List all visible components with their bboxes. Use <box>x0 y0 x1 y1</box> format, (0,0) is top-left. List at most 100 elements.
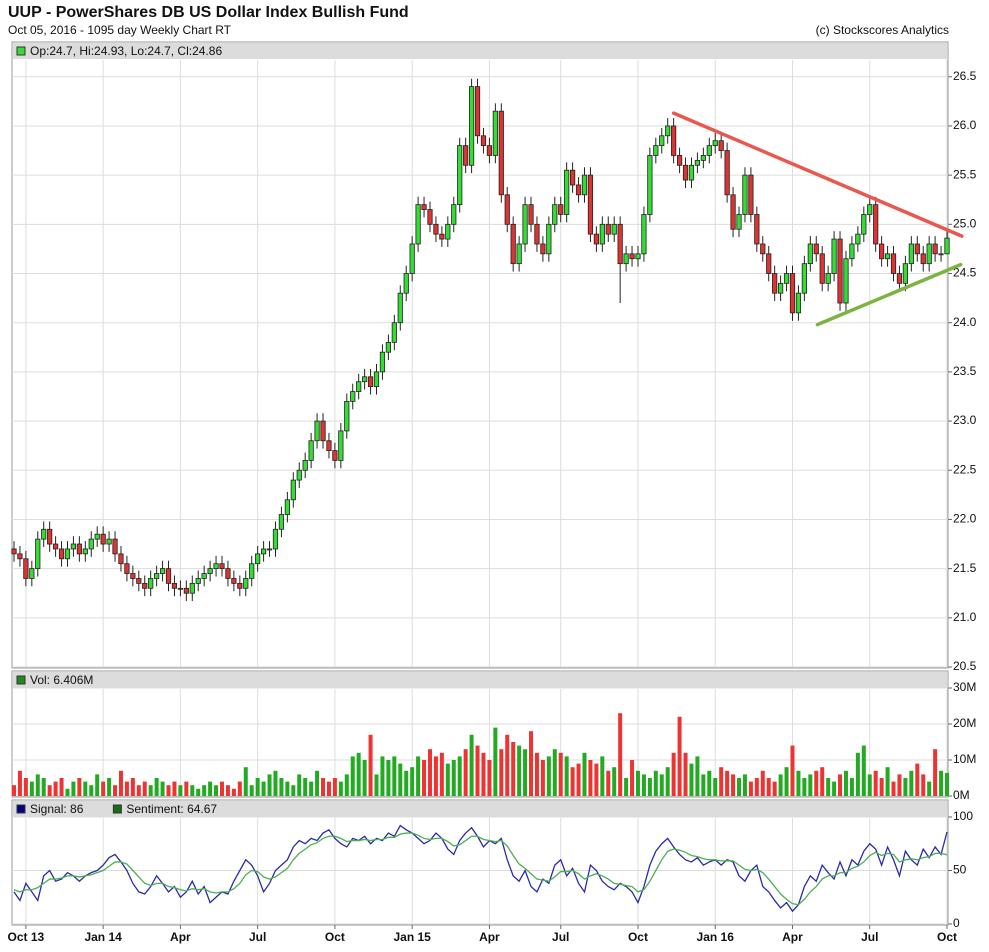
volume-bar <box>416 756 421 796</box>
volume-bar <box>635 770 640 796</box>
candle-body <box>795 292 802 314</box>
candle-body <box>70 543 77 550</box>
trend-line <box>671 111 964 238</box>
volume-bar <box>564 756 569 796</box>
candle-body <box>148 578 154 589</box>
candle-body <box>320 420 326 442</box>
candle-body <box>439 233 445 240</box>
candle-body <box>136 578 142 584</box>
volume-bar <box>404 770 409 796</box>
volume-bar <box>202 785 207 796</box>
volume-bar <box>427 749 432 796</box>
x-tick-label: Oct <box>628 930 648 944</box>
volume-bar <box>546 756 551 796</box>
volume-bar <box>243 767 248 796</box>
candle-body <box>813 243 819 255</box>
candle-body <box>326 440 332 451</box>
candle-body <box>944 237 950 255</box>
volume-bar <box>457 756 462 796</box>
volume-bar <box>707 770 712 796</box>
volume-bar <box>136 785 141 796</box>
volume-bar <box>279 778 284 796</box>
volume-bar <box>849 778 854 796</box>
candle-body <box>896 273 903 284</box>
candle-body <box>124 563 130 574</box>
volume-bar <box>713 778 718 796</box>
candle-body <box>350 391 356 402</box>
candle-body <box>766 253 772 274</box>
volume-bar <box>41 778 46 796</box>
legend-bar <box>13 43 947 59</box>
legend-swatch <box>16 46 26 56</box>
candle-body <box>778 282 784 294</box>
candle-body <box>783 273 790 284</box>
volume-bar <box>225 785 230 796</box>
volume-bar <box>523 749 528 796</box>
candle-body <box>403 273 409 294</box>
volume-bar <box>594 763 599 796</box>
candle-body <box>623 253 629 265</box>
volume-bar <box>701 774 706 796</box>
volume-bar <box>820 767 825 796</box>
volume-bar <box>677 716 682 796</box>
volume-bar <box>606 770 611 796</box>
volume-bar <box>231 788 236 796</box>
legend-bar <box>13 801 947 817</box>
candle-body <box>528 204 534 225</box>
indicator-line <box>13 824 948 913</box>
volume-bar <box>529 731 534 796</box>
candle-body <box>362 376 368 383</box>
volume-bar <box>107 778 112 796</box>
candle-body <box>914 243 920 255</box>
candle-body <box>486 145 493 156</box>
volume-bar <box>689 763 694 796</box>
volume-bar <box>731 774 736 796</box>
volume-bar <box>582 752 587 796</box>
legend-swatch <box>16 675 26 685</box>
volume-bar <box>754 778 759 796</box>
candle-body <box>629 253 635 260</box>
x-tick-label: Oct 13 <box>8 930 45 944</box>
volume-bar <box>35 774 40 796</box>
candle-body <box>748 174 754 215</box>
y-tick-label: 21.0 <box>953 610 977 624</box>
candle-body <box>130 573 136 579</box>
legend-swatch <box>112 804 122 814</box>
candle-body <box>522 204 528 245</box>
volume-bar <box>392 756 397 796</box>
volume-bar <box>77 778 82 796</box>
volume-bar <box>778 774 783 796</box>
candle-body <box>718 140 724 151</box>
volume-bar <box>47 785 52 796</box>
volume-bar <box>160 781 165 796</box>
volume-bar <box>273 770 278 796</box>
volume-bar <box>719 767 724 796</box>
y-tick-label: 0 <box>953 916 960 930</box>
candle-body <box>647 155 653 215</box>
volume-bar <box>190 785 195 796</box>
volume-bar <box>909 770 914 796</box>
candle-body <box>570 169 576 186</box>
y-tick-label: 26.5 <box>953 69 977 83</box>
y-tick-label: 24.0 <box>953 315 977 329</box>
volume-bar <box>534 752 539 796</box>
y-tick-label: 22.0 <box>953 512 977 526</box>
volume-bar <box>95 774 100 796</box>
candle-body <box>890 253 897 274</box>
candle-body <box>938 253 944 256</box>
candle-body <box>772 273 778 294</box>
x-tick-label: Jul <box>861 930 878 944</box>
candle-body <box>463 145 469 166</box>
candle-body <box>154 573 160 579</box>
volume-bar <box>487 760 492 796</box>
volume-bar <box>303 778 308 796</box>
candle-body <box>112 538 118 555</box>
volume-bar <box>802 778 807 796</box>
candle-body <box>700 155 706 161</box>
volume-bar <box>588 760 593 796</box>
volume-bar <box>350 756 355 796</box>
volume-bar <box>742 774 747 796</box>
x-tick-label: Apr <box>782 930 803 944</box>
candle-body <box>106 538 112 545</box>
candle-body <box>385 341 391 353</box>
